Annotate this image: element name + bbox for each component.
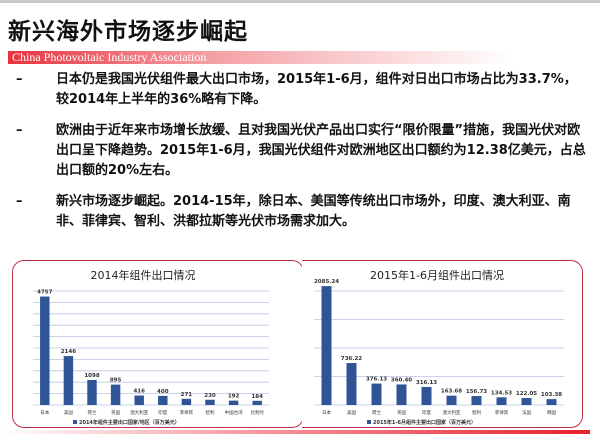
bar xyxy=(496,397,507,405)
category-label: 澳大利亚 xyxy=(130,409,148,416)
category-label: 荷兰 xyxy=(88,409,97,416)
legend-swatch xyxy=(367,420,371,424)
legend-label: 2014年组件主要出口国家/地区（百万美元） xyxy=(79,419,180,426)
chart-2015-svg: 2015年1-6月组件出口情况 2085.24 日本 736.22 美国 376.13 荷兰… xyxy=(314,268,564,426)
bottom-line xyxy=(0,430,590,434)
data-label: 271 xyxy=(181,392,193,398)
slide-title: 新兴海外市场逐步崛起 xyxy=(8,19,248,45)
bar xyxy=(134,395,144,405)
legend-swatch xyxy=(73,420,77,424)
category-label: 智利 xyxy=(206,409,215,416)
bullet-list: – 日本仍是我国光伏组件最大出口市场，2015年1-6月，组件对日出口市场占比为3… xyxy=(16,70,586,243)
category-label: 法国 xyxy=(522,409,531,416)
bar xyxy=(421,386,432,405)
category-label: 荷兰 xyxy=(372,409,381,416)
chart-2014: 2014年组件出口情况 4757 日本 2146 美国 1098 荷兰 895 英国 416 澳大利… xyxy=(12,260,304,428)
bullet-marker: – xyxy=(16,72,23,87)
data-label: 103.38 xyxy=(541,392,562,398)
category-label: 中国台湾 xyxy=(225,409,243,416)
data-label: 2085.24 xyxy=(314,279,339,285)
data-label: 134.53 xyxy=(491,390,512,396)
bullet-text: 日本仍是我国光伏组件最大出口市场，2015年1-6月，组件对日出口市场占比为33… xyxy=(56,72,577,107)
bar xyxy=(63,356,74,405)
data-label: 156.73 xyxy=(466,389,487,395)
bar xyxy=(252,400,262,405)
category-label: 比利时 xyxy=(250,409,264,416)
data-label: 1098 xyxy=(84,373,99,379)
data-label: 376.13 xyxy=(366,377,387,383)
bar xyxy=(181,398,192,405)
chart-title: 2014年组件出口情况 xyxy=(91,268,196,282)
category-label: 美国 xyxy=(64,409,73,416)
category-label: 日本 xyxy=(40,409,49,416)
bar xyxy=(158,395,168,405)
chart-2014-svg: 2014年组件出口情况 4757 日本 2146 美国 1098 荷兰 895 英国 416 澳大利… xyxy=(33,268,269,426)
data-label: 122.05 xyxy=(516,391,537,397)
bar xyxy=(546,399,557,405)
data-label: 416 xyxy=(133,389,145,395)
data-label: 736.22 xyxy=(341,356,362,362)
legend-label: 2015年1-6月组件主要出口国家（百万美元） xyxy=(373,419,476,426)
org-name: China Photovoltaic Industry Association xyxy=(12,50,207,64)
org-band: China Photovoltaic Industry Association xyxy=(8,51,513,64)
bullet-text: 新兴市场逐步崛起。2014-15年，除日本、美国等传统出口市场外，印度、澳大利亚… xyxy=(56,194,571,229)
bar xyxy=(87,379,97,405)
data-label: 230 xyxy=(204,393,216,399)
category-label: 菲律宾 xyxy=(180,409,194,416)
bullet-item: – 欧洲由于近年来市场增长放缓、且对我国光伏产品出口实行“限价限量”措施，我国光伏… xyxy=(16,121,586,181)
category-label: 美国 xyxy=(347,409,356,416)
bar xyxy=(40,296,50,405)
category-label: 日本 xyxy=(322,409,331,416)
bar xyxy=(521,398,532,405)
data-label: 192 xyxy=(228,394,240,400)
data-label: 184 xyxy=(251,394,263,400)
bullet-text: 欧洲由于近年来市场增长放缓、且对我国光伏产品出口实行“限价限量”措施，我国光伏对… xyxy=(56,123,586,178)
bullet-item: – 新兴市场逐步崛起。2014-15年，除日本、美国等传统出口市场外，印度、澳大利… xyxy=(16,192,586,232)
category-label: 印度 xyxy=(422,409,431,416)
bar xyxy=(346,363,357,405)
category-label: 澳大利亚 xyxy=(443,409,461,416)
data-label: 895 xyxy=(110,378,122,384)
category-label: 菲律宾 xyxy=(495,409,509,416)
bar xyxy=(205,399,215,405)
bullet-item: – 日本仍是我国光伏组件最大出口市场，2015年1-6月，组件对日出口市场占比为3… xyxy=(16,70,586,110)
data-label: 360.40 xyxy=(391,377,412,383)
bullet-marker: – xyxy=(16,194,23,209)
category-label: 智利 xyxy=(472,409,481,416)
bar xyxy=(396,384,407,405)
bar xyxy=(471,396,482,405)
category-label: 韩国 xyxy=(547,409,556,416)
data-label: 163.68 xyxy=(441,389,462,395)
category-label: 英国 xyxy=(111,409,120,416)
bar xyxy=(321,286,332,405)
category-label: 英国 xyxy=(397,409,406,416)
bar xyxy=(371,383,382,405)
bar xyxy=(110,384,121,405)
category-label: 印度 xyxy=(158,409,167,416)
bar xyxy=(228,400,239,405)
data-label: 316.13 xyxy=(416,380,437,386)
chart-title: 2015年1-6月组件出口情况 xyxy=(370,268,504,282)
data-label: 2146 xyxy=(61,349,76,355)
data-label: 4757 xyxy=(37,290,52,296)
bullet-marker: – xyxy=(16,123,23,138)
top-bar xyxy=(0,0,600,3)
bar xyxy=(446,395,457,405)
chart-2015: 2015年1-6月组件出口情况 2085.24 日本 736.22 美国 376.13 荷兰… xyxy=(302,260,583,428)
data-label: 400 xyxy=(157,389,169,395)
